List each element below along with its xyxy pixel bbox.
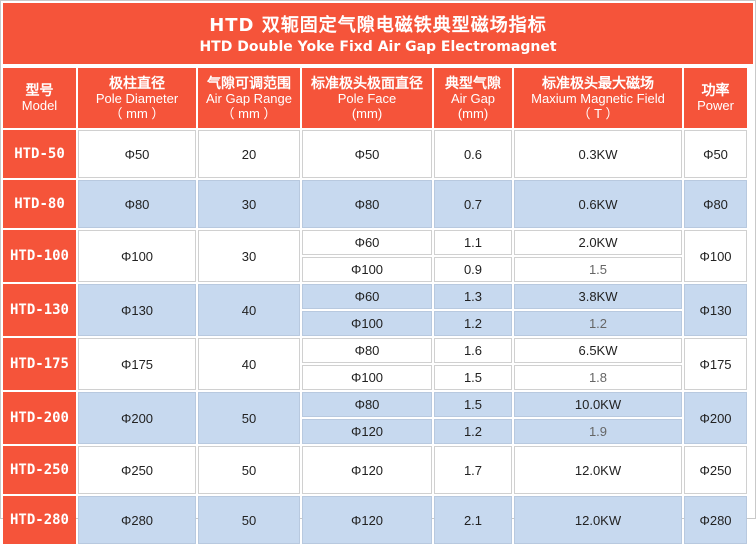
air-gap-cell: 1.7 xyxy=(434,446,512,494)
max-field-cell: 1.9 xyxy=(514,419,682,444)
max-field-cell: 12.0KW xyxy=(514,446,682,494)
max-field-cell: 0.6KW xyxy=(514,180,682,228)
pole-face-cell: Φ120 xyxy=(302,496,432,544)
table-row: HTD-280 Φ280 50 Φ120 2.1 12.0KW Φ280 xyxy=(3,496,747,544)
table-row: HTD-200 Φ200 50 Φ80 1.5 10.0KW Φ200 xyxy=(3,392,747,444)
power-cell: Φ130 xyxy=(684,284,747,336)
power-cell: Φ50 xyxy=(684,130,747,178)
model-cell: HTD-80 xyxy=(3,180,76,228)
air-gap-cell: 0.6 xyxy=(434,130,512,178)
header-max-field: 标准极头最大磁场 Maxium Magnetic Field （ T ） xyxy=(514,68,682,128)
power-cell: Φ80 xyxy=(684,180,747,228)
pole-face-cell: Φ60 xyxy=(302,284,432,309)
air-gap-range-cell: 40 xyxy=(198,338,300,390)
pole-face-cell: Φ100 xyxy=(302,257,432,282)
pole-face-cell: Φ80 xyxy=(302,392,432,417)
pole-face-cell: Φ50 xyxy=(302,130,432,178)
air-gap-cell: 0.9 xyxy=(434,257,512,282)
air-gap-cell: 1.6 xyxy=(434,338,512,363)
air-gap-cell: 1.3 xyxy=(434,284,512,309)
air-gap-range-cell: 20 xyxy=(198,130,300,178)
max-field-cell: 0.3KW xyxy=(514,130,682,178)
max-field-cell: 1.2 xyxy=(514,311,682,336)
power-cell: Φ280 xyxy=(684,496,747,544)
max-field-cell: 10.0KW xyxy=(514,392,682,417)
table-row: HTD-100 Φ100 30 Φ60 1.1 2.0KW Φ100 xyxy=(3,230,747,282)
table-row: Φ100 1.5 1.8 xyxy=(3,365,747,390)
table-title: HTD 双轭固定气隙电磁铁典型磁场指标 HTD Double Yoke Fixd… xyxy=(3,3,753,64)
model-cell: HTD-175 xyxy=(3,338,76,390)
max-field-cell: 12.0KW xyxy=(514,496,682,544)
pole-diameter-cell: Φ50 xyxy=(78,130,196,178)
pole-face-cell: Φ100 xyxy=(302,311,432,336)
pole-face-cell: Φ80 xyxy=(302,338,432,363)
model-cell: HTD-200 xyxy=(3,392,76,444)
air-gap-cell: 1.1 xyxy=(434,230,512,255)
air-gap-cell: 1.5 xyxy=(434,392,512,417)
air-gap-range-cell: 50 xyxy=(198,392,300,444)
air-gap-range-cell: 30 xyxy=(198,230,300,282)
header-pole-diameter: 极柱直径 Pole Diameter （ mm ） xyxy=(78,68,196,128)
max-field-cell: 6.5KW xyxy=(514,338,682,363)
table-row: HTD-80 Φ80 30 Φ80 0.7 0.6KW Φ80 xyxy=(3,180,747,228)
pole-face-cell: Φ60 xyxy=(302,230,432,255)
header-air-gap-range: 气隙可调范围 Air Gap Range （ mm ） xyxy=(198,68,300,128)
title-english: HTD Double Yoke Fixd Air Gap Electromagn… xyxy=(199,39,557,55)
air-gap-cell: 1.2 xyxy=(434,311,512,336)
power-cell: Φ250 xyxy=(684,446,747,494)
pole-diameter-cell: Φ250 xyxy=(78,446,196,494)
air-gap-cell: 2.1 xyxy=(434,496,512,544)
pole-diameter-cell: Φ200 xyxy=(78,392,196,444)
power-cell: Φ100 xyxy=(684,230,747,282)
model-cell: HTD-100 xyxy=(3,230,76,282)
table-body: HTD-50 Φ50 20 Φ50 0.6 0.3KW Φ50 HTD-80 Φ80 30 Φ80 0… xyxy=(3,130,747,544)
header-pole-face: 标准极头极面直径 Pole Face (mm) xyxy=(302,68,432,128)
table-row: HTD-50 Φ50 20 Φ50 0.6 0.3KW Φ50 xyxy=(3,130,747,178)
table-row: HTD-250 Φ250 50 Φ120 1.7 12.0KW Φ250 xyxy=(3,446,747,494)
table-row: HTD-175 Φ175 40 Φ80 1.6 6.5KW Φ175 xyxy=(3,338,747,390)
model-cell: HTD-250 xyxy=(3,446,76,494)
max-field-cell: 1.5 xyxy=(514,257,682,282)
header-model: 型号 Model xyxy=(3,68,76,128)
air-gap-range-cell: 40 xyxy=(198,284,300,336)
pole-face-cell: Φ80 xyxy=(302,180,432,228)
header-power: 功率 Power xyxy=(684,68,747,128)
air-gap-range-cell: 50 xyxy=(198,496,300,544)
model-cell: HTD-50 xyxy=(3,130,76,178)
max-field-cell: 3.8KW xyxy=(514,284,682,309)
max-field-cell: 2.0KW xyxy=(514,230,682,255)
table-row: Φ120 1.2 1.9 xyxy=(3,419,747,444)
spec-table: 型号 Model 极柱直径 Pole Diameter （ mm ） 气隙可调范围 Ai… xyxy=(1,66,749,546)
power-cell: Φ175 xyxy=(684,338,747,390)
table-row: Φ100 0.9 1.5 xyxy=(3,257,747,282)
pole-diameter-cell: Φ130 xyxy=(78,284,196,336)
table-row: Φ100 1.2 1.2 xyxy=(3,311,747,336)
air-gap-range-cell: 50 xyxy=(198,446,300,494)
pole-diameter-cell: Φ280 xyxy=(78,496,196,544)
header-row: 型号 Model 极柱直径 Pole Diameter （ mm ） 气隙可调范围 Ai… xyxy=(3,68,747,128)
max-field-cell: 1.8 xyxy=(514,365,682,390)
pole-diameter-cell: Φ175 xyxy=(78,338,196,390)
title-chinese: HTD 双轭固定气隙电磁铁典型磁场指标 xyxy=(209,15,547,36)
power-cell: Φ200 xyxy=(684,392,747,444)
pole-diameter-cell: Φ100 xyxy=(78,230,196,282)
air-gap-cell: 1.2 xyxy=(434,419,512,444)
air-gap-cell: 1.5 xyxy=(434,365,512,390)
pole-diameter-cell: Φ80 xyxy=(78,180,196,228)
model-cell: HTD-130 xyxy=(3,284,76,336)
air-gap-range-cell: 30 xyxy=(198,180,300,228)
pole-face-cell: Φ100 xyxy=(302,365,432,390)
pole-face-cell: Φ120 xyxy=(302,419,432,444)
table-row: HTD-130 Φ130 40 Φ60 1.3 3.8KW Φ130 xyxy=(3,284,747,336)
pole-face-cell: Φ120 xyxy=(302,446,432,494)
air-gap-cell: 0.7 xyxy=(434,180,512,228)
model-cell: HTD-280 xyxy=(3,496,76,544)
header-air-gap: 典型气隙 Air Gap (mm) xyxy=(434,68,512,128)
